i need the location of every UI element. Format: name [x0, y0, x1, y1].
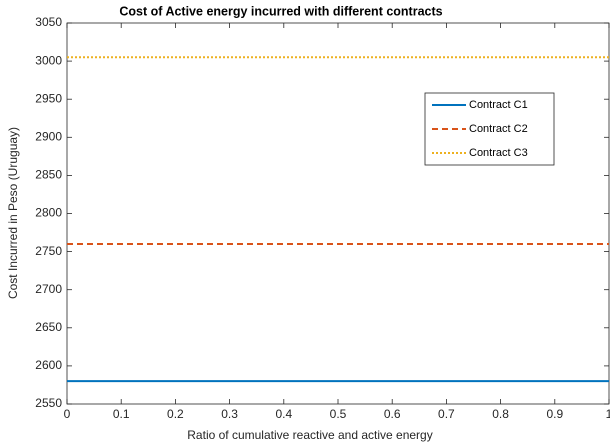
x-tick-label: 0.9 [546, 407, 563, 421]
x-tick-label: 0.1 [113, 407, 130, 421]
y-tick-label: 2950 [35, 91, 62, 105]
legend-label: Contract C2 [469, 123, 528, 135]
y-tick-label: 2850 [35, 168, 62, 182]
x-tick-label: 0.8 [492, 407, 509, 421]
y-tick-label: 3050 [35, 15, 62, 29]
y-tick-label: 2700 [35, 282, 62, 296]
legend: Contract C1 Contract C2 Contract C3 [424, 92, 555, 166]
x-tick-label: 0.7 [438, 407, 455, 421]
y-tick-label: 2800 [35, 206, 62, 220]
plot-area [66, 22, 610, 405]
x-axis-label: Ratio of cumulative reactive and active … [187, 428, 432, 442]
x-tick-label: 0.6 [384, 407, 401, 421]
x-tick-label: 0 [64, 407, 71, 421]
y-tick-label: 3000 [35, 53, 62, 67]
y-tick-label: 2750 [35, 244, 62, 258]
y-axis-label: Cost Incurred in Peso (Uruguay) [6, 127, 20, 299]
legend-label: Contract C1 [469, 99, 528, 111]
y-tick-label: 2600 [35, 358, 62, 372]
chart-title: Cost of Active energy incurred with diff… [119, 4, 442, 18]
y-tick-label: 2650 [35, 320, 62, 334]
x-tick-label: 1 [606, 407, 610, 421]
x-tick-label: 0.3 [221, 407, 238, 421]
legend-label: Contract C3 [469, 147, 528, 159]
y-tick-label: 2900 [35, 129, 62, 143]
x-tick-label: 0.2 [167, 407, 184, 421]
x-tick-label: 0.5 [330, 407, 347, 421]
x-tick-label: 0.4 [275, 407, 292, 421]
y-tick-label: 2550 [35, 396, 62, 410]
